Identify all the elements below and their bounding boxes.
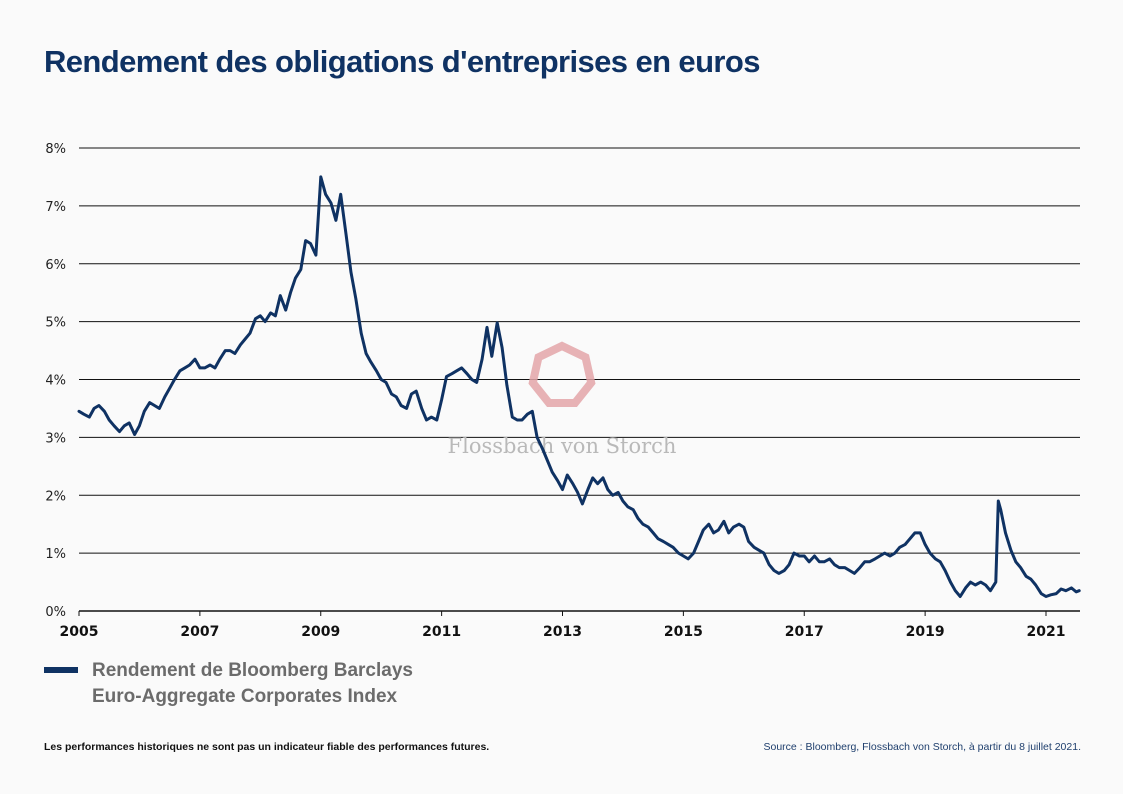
watermark-logo-icon	[528, 341, 596, 407]
x-axis: 2005 2007 2009 2011 2013 2015 2017 2019 2021	[60, 611, 1066, 640]
y-tick-label: 2%	[45, 489, 66, 504]
x-tick-label: 2021	[1027, 624, 1066, 640]
y-tick-label: 1%	[45, 547, 66, 562]
x-tick-label: 2017	[785, 624, 824, 640]
x-tick-label: 2005	[60, 624, 99, 640]
y-tick-label: 7%	[45, 200, 66, 215]
x-tick-label: 2015	[664, 624, 703, 640]
y-tick-label: 8%	[45, 142, 66, 157]
y-tick-label: 3%	[45, 431, 66, 446]
disclaimer-text: Les performances historiques ne sont pas…	[44, 741, 490, 753]
source-text: Source : Bloomberg, Flossbach von Storch…	[763, 741, 1081, 753]
legend: Rendement de Bloomberg Barclays Euro-Agg…	[44, 658, 413, 710]
x-tick-label: 2013	[543, 624, 582, 640]
y-tick-label: 6%	[45, 258, 66, 273]
chart-title: Rendement des obligations d'entreprises …	[44, 44, 760, 79]
legend-label-line2: Euro-Aggregate Corporates Index	[92, 686, 398, 707]
y-axis-labels: 0% 1% 2% 3% 4% 5% 6% 7% 8%	[45, 142, 66, 620]
y-tick-label: 0%	[45, 605, 66, 620]
gridlines	[79, 147, 1080, 612]
x-tick-label: 2009	[301, 624, 340, 640]
legend-label-line1: Rendement de Bloomberg Barclays	[92, 660, 413, 681]
legend-swatch	[44, 667, 78, 673]
watermark: Flossbach von Storch	[448, 341, 677, 458]
y-tick-label: 5%	[45, 316, 66, 331]
x-tick-label: 2007	[180, 624, 219, 640]
series-line-corporate-yield	[77, 175, 1081, 598]
x-tick-label: 2019	[906, 624, 945, 640]
legend-label: Rendement de Bloomberg Barclays Euro-Agg…	[92, 658, 413, 710]
y-tick-label: 4%	[45, 374, 66, 389]
watermark-text: Flossbach von Storch	[448, 434, 677, 458]
x-tick-label: 2011	[422, 624, 461, 640]
